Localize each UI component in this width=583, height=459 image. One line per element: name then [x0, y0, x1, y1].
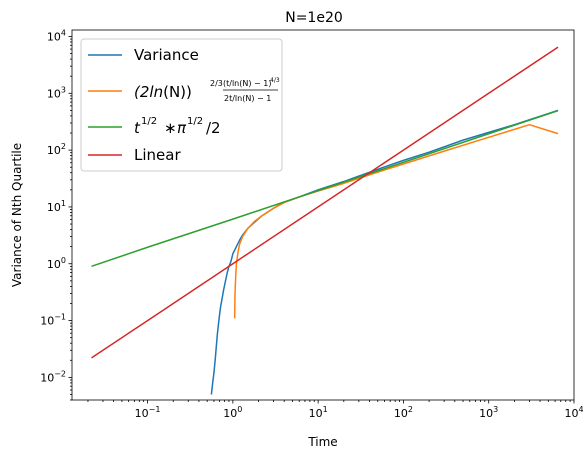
- formula-open: (2: [134, 83, 149, 101]
- x-axis-label: Time: [307, 435, 337, 449]
- sqrt-div: /2: [206, 119, 221, 137]
- legend-label-variance: Variance: [134, 46, 199, 64]
- y-tick-label: 104: [47, 28, 66, 43]
- formula-exponent: 2/3: [210, 79, 223, 88]
- series-line-1: [233, 123, 559, 319]
- sqrt-t: t: [134, 119, 141, 137]
- x-tick-label: 102: [394, 405, 413, 420]
- x-tick-label: 101: [309, 405, 328, 420]
- formula-ln: ln: [149, 83, 163, 101]
- x-tick-label: 103: [479, 405, 498, 420]
- y-tick-label: 101: [47, 199, 66, 214]
- series-line-3: [91, 46, 559, 359]
- y-tick-label: 100: [47, 256, 66, 271]
- formula-denominator: 2t/ln(N) − 1: [224, 94, 271, 103]
- formula-numerator: (t/ln(N) − 1): [223, 79, 271, 88]
- formula-mid: (N)): [163, 83, 192, 101]
- y-tick-label: 103: [47, 85, 66, 100]
- legend: Variance (2ln(N)) 2/3 (t/ln(N) − 1) 4/3 …: [80, 38, 283, 172]
- legend-box: [80, 38, 283, 172]
- axes-frame: [71, 29, 575, 401]
- y-tick-label: 10−2: [40, 369, 66, 384]
- x-tick-label: 104: [564, 405, 583, 420]
- sqrt-t-exponent: 1/2: [141, 116, 157, 127]
- sqrt-mul: ∗: [164, 119, 177, 137]
- legend-label-linear: Linear: [134, 146, 181, 164]
- svg-text:(2ln(N)): (2ln(N)): [134, 83, 192, 101]
- y-tick-label: 102: [47, 142, 66, 157]
- sqrt-pi: π: [177, 119, 187, 137]
- x-tick-label: 10−1: [135, 405, 161, 420]
- series-group: [91, 46, 559, 395]
- chart-title: N=1e20: [285, 10, 343, 26]
- y-axis-label: Variance of Nth Quartile: [10, 143, 24, 287]
- sqrt-pi-exponent: 1/2: [187, 116, 203, 127]
- legend-label-formula: (2ln(N)) 2/3 (t/ln(N) − 1) 4/3 2t/ln(N) …: [134, 77, 280, 103]
- series-line-2: [91, 109, 559, 268]
- x-tick-label: 100: [223, 405, 242, 420]
- series-line-0: [210, 109, 559, 395]
- y-tick-label: 10−1: [40, 313, 66, 328]
- legend-label-sqrt: t 1/2 ∗ π 1/2 /2: [134, 116, 221, 137]
- formula-numerator-exponent: 4/3: [270, 77, 280, 84]
